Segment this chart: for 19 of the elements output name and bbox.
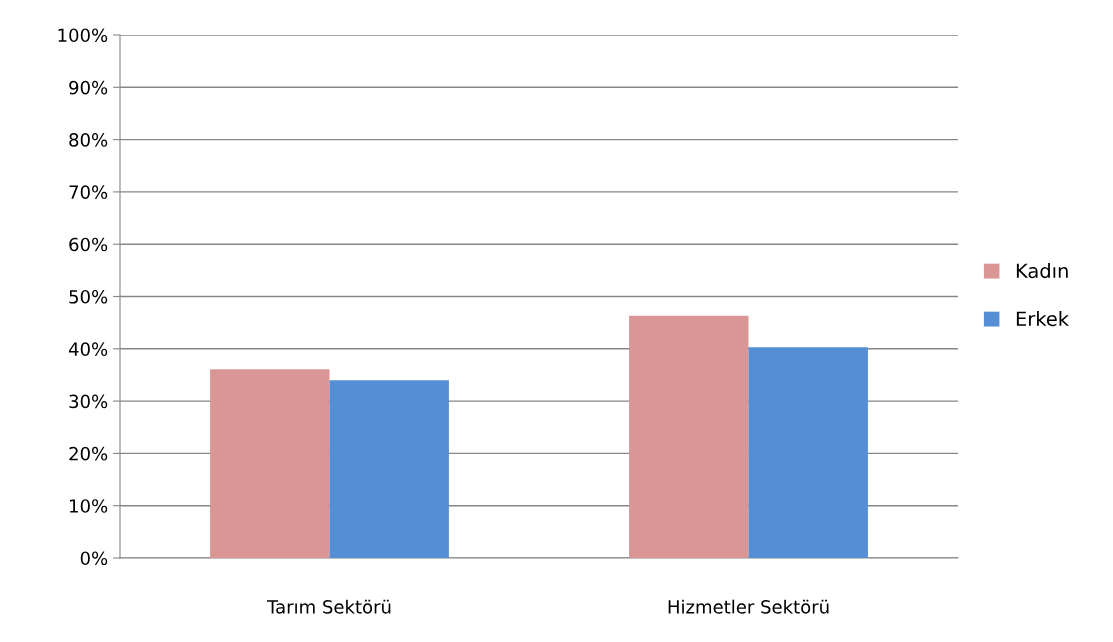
y-tick-label: 30% [69, 394, 108, 409]
y-tick-label: 20% [69, 446, 108, 461]
legend-label: Erkek [1016, 311, 1069, 327]
y-tick-label: 10% [70, 499, 108, 513]
y-tick-label: 90% [69, 80, 108, 95]
y-tick-label: 0% [80, 551, 108, 566]
y-tick-label: 80% [69, 133, 108, 147]
y-tick-label: 60% [69, 237, 108, 252]
y-tick-label: 50% [69, 289, 108, 304]
y-tick-label: 40% [68, 342, 108, 356]
legend-label: Kadın [1016, 263, 1068, 279]
bar [629, 315, 749, 558]
y-tick-label: 100% [58, 28, 108, 43]
y-tick-label: 70% [69, 185, 108, 200]
bar [748, 347, 868, 558]
bar [210, 369, 330, 558]
x-tick-label: Tarım Sektörü [267, 599, 391, 614]
bar [329, 380, 449, 558]
x-tick-label: Hizmetler Sektörü [668, 599, 829, 614]
